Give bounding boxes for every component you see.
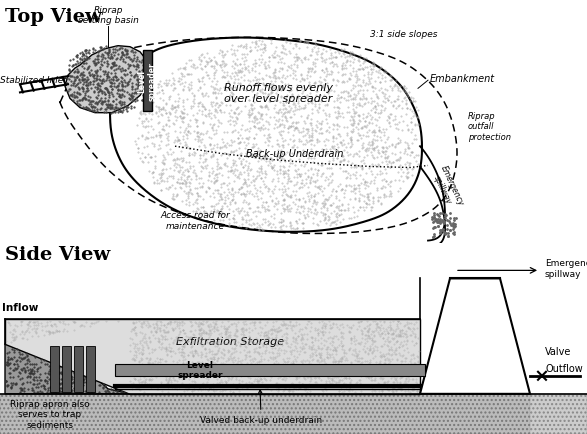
Text: Riprap apron also
serves to trap
sediments: Riprap apron also serves to trap sedimen… — [10, 399, 90, 429]
Bar — [0, 394, 587, 434]
Text: Valve: Valve — [545, 346, 571, 356]
Bar — [530, 394, 587, 434]
Bar — [530, 394, 587, 434]
Text: Access road for
maintenance: Access road for maintenance — [160, 210, 230, 230]
Text: Level
spreader: Level spreader — [177, 360, 222, 380]
Text: Embankment: Embankment — [430, 74, 495, 84]
Text: Back-up Underdrain: Back-up Underdrain — [247, 149, 343, 159]
Text: Level
spreader: Level spreader — [137, 62, 157, 100]
Text: Side View: Side View — [5, 246, 110, 264]
Text: Stabilized Inlet: Stabilized Inlet — [0, 76, 67, 85]
Polygon shape — [5, 344, 130, 394]
Text: Exfiltration Storage: Exfiltration Storage — [176, 336, 284, 346]
Polygon shape — [420, 279, 530, 394]
Bar — [62, 346, 71, 392]
Text: Emergency
spillway: Emergency spillway — [545, 259, 587, 278]
Text: 3:1 side slopes: 3:1 side slopes — [370, 30, 437, 39]
Text: Riprap
settling basin: Riprap settling basin — [77, 6, 139, 25]
Text: Runoff flows evenly
over level spreader: Runoff flows evenly over level spreader — [224, 82, 332, 104]
Text: Emergency
spillway: Emergency spillway — [429, 164, 465, 211]
Text: Embankment: Embankment — [443, 334, 508, 344]
Polygon shape — [65, 46, 148, 113]
Bar — [0, 394, 587, 434]
Bar — [143, 51, 152, 112]
Text: Riprap
outfall
protection: Riprap outfall protection — [468, 112, 511, 141]
Text: Valved back-up underdrain: Valved back-up underdrain — [200, 390, 322, 424]
Polygon shape — [5, 319, 420, 394]
Bar — [86, 346, 95, 392]
Bar — [74, 346, 83, 392]
Bar — [115, 364, 425, 376]
Text: Outflow: Outflow — [545, 363, 583, 373]
Text: Inflow: Inflow — [2, 302, 38, 312]
Bar — [50, 346, 59, 392]
Text: Top View: Top View — [5, 8, 102, 26]
